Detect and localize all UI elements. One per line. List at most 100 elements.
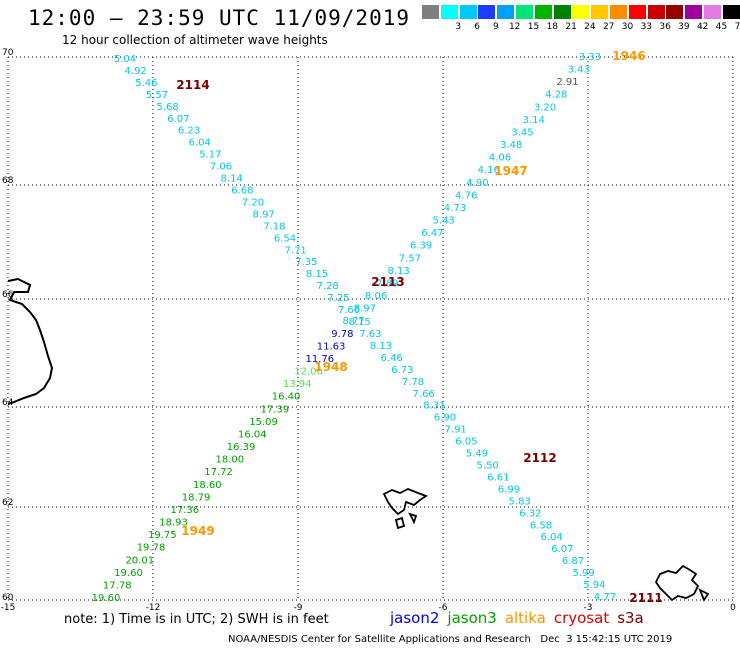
wave-height-value: 8.97 [253, 209, 275, 220]
wave-height-value: 8.06 [365, 291, 387, 302]
track-id-label: 2112 [523, 451, 556, 465]
legend-value: 15 [527, 22, 540, 32]
wave-height-values: 5.044.925.465.575.686.076.236.045.177.06… [92, 52, 616, 604]
wave-height-value: 8.77 [342, 316, 364, 327]
wave-height-value: 5.83 [509, 496, 531, 507]
wave-height-value: 6.68 [231, 186, 253, 197]
wave-height-value: 6.90 [434, 413, 456, 424]
track-id-label: 1949 [181, 524, 214, 538]
legend-swatch [628, 5, 646, 19]
wave-height-value: 5.17 [199, 150, 221, 161]
wave-height-value: 17.36 [170, 505, 199, 516]
legend-swatch [591, 5, 609, 19]
footer-credit: NOAA/NESDIS Center for Satellite Applica… [228, 634, 673, 645]
wave-height-value: 13.94 [283, 379, 312, 390]
wave-height-value: 6.07 [167, 114, 189, 125]
wave-height-value: 17.72 [204, 467, 233, 478]
legend-value: 27 [602, 22, 615, 32]
legend-swatch [704, 5, 721, 19]
wave-height-value: 6.04 [541, 532, 563, 543]
latitude-tick: 66 [2, 290, 14, 300]
shetland-coastline [654, 564, 710, 602]
wave-height-value: 6.39 [410, 241, 432, 252]
wave-height-value: 11.76 [306, 354, 335, 365]
wave-height-value: 17.78 [103, 580, 132, 591]
legend-swatch [685, 5, 703, 19]
map-subtitle: 12 hour collection of altimeter wave hei… [62, 33, 328, 47]
longitude-tick-labels: -15 -12 -9 -6 -3 0 [1, 603, 736, 613]
track-id-label: 2111 [629, 591, 662, 605]
wave-height-value: 7.63 [359, 329, 381, 340]
wave-height-value: 6.04 [189, 138, 211, 149]
wave-height-value: 6.07 [551, 544, 573, 555]
latitude-tick: 62 [2, 498, 13, 508]
latitude-tick: 60 [2, 593, 14, 603]
wave-height-value: 3.45 [511, 127, 533, 138]
wave-height-value: 5.04 [114, 54, 136, 65]
satellite-legend: jason2 jason3 altika cryosat s3a [390, 609, 652, 627]
wave-height-value: 9.78 [331, 329, 353, 340]
legend-swatch [459, 5, 477, 19]
wave-height-value: 2.91 [556, 77, 578, 88]
wave-height-value: 8.13 [388, 266, 410, 277]
iceland-coastline [7, 277, 54, 405]
legend-swatch [722, 5, 740, 19]
legend-swatch [666, 5, 684, 19]
longitude-tick: -9 [294, 603, 303, 613]
wave-height-value: 7.20 [242, 197, 264, 208]
wave-height-value: 7.28 [317, 281, 339, 292]
wave-height-value: 20.01 [125, 555, 154, 566]
wave-height-value: 4.16 [478, 165, 500, 176]
satellite-name: cryosat [553, 609, 610, 627]
wave-height-value: 6.05 [455, 437, 477, 448]
wave-height-value: 5.57 [146, 90, 168, 101]
satellite-name: altika [504, 609, 546, 627]
wave-height-value: 6.87 [562, 556, 584, 567]
wave-height-value: 3.33 [579, 52, 601, 63]
track-id-label: 1946 [612, 49, 645, 63]
legend-value: 24 [584, 22, 596, 32]
wave-height-value: 7.57 [399, 253, 421, 264]
wave-height-value: 5.46 [135, 78, 157, 89]
legend-swatch [647, 5, 665, 19]
legend-swatch [440, 5, 458, 19]
legend-swatch [497, 5, 515, 19]
wave-height-value: 6.58 [530, 520, 552, 531]
wave-height-value: 16.39 [227, 442, 256, 453]
track-id-label: 2114 [176, 78, 209, 92]
legend-value: 30 [621, 22, 634, 32]
wave-height-value: 4.90 [466, 178, 488, 189]
longitude-tick: -6 [439, 603, 448, 613]
wave-height-value: 8.14 [221, 174, 243, 185]
wave-height-value: 5.99 [573, 568, 595, 579]
wave-height-value: 4.92 [125, 66, 147, 77]
longitude-tick: -15 [1, 603, 16, 613]
wave-height-value: 4.76 [455, 190, 477, 201]
wave-height-value: 17.39 [261, 404, 290, 415]
legend-value: 45 [715, 22, 728, 32]
longitude-tick: -3 [584, 603, 593, 613]
track-id-label: 1947 [494, 164, 527, 178]
wave-height-value: 7.78 [402, 377, 424, 388]
wave-height-value: 16.40 [272, 392, 301, 403]
legend-value: 70 [734, 22, 740, 32]
faroe-islands-coastline [382, 488, 428, 530]
satellite-name: jason2 [390, 609, 440, 627]
map-title: 12:00 – 23:59 UTC 11/09/2019 [28, 6, 411, 30]
latitude-tick: 70 [2, 48, 14, 58]
wave-height-value: 5.43 [433, 216, 455, 227]
legend-swatch [516, 5, 533, 19]
legend-value: 39 [678, 22, 690, 32]
note-text: note: 1) Time is in UTC; 2) SWH is in fe… [64, 612, 329, 627]
wave-height-value: 3.14 [523, 115, 545, 126]
wave-height-value: 4.77 [594, 592, 616, 603]
wave-height-value: 18.00 [215, 455, 244, 466]
wave-height-value: 5.50 [477, 460, 499, 471]
wave-height-value: 8.97 [354, 304, 376, 315]
wave-height-value: 19.60 [92, 593, 121, 604]
wave-height-value: 7.91 [445, 425, 467, 436]
legend-value: 21 [565, 22, 577, 32]
wave-height-value: 7.71 [285, 245, 307, 256]
wave-height-value: 8.13 [370, 341, 392, 352]
wave-height-value: 3.48 [500, 140, 522, 151]
